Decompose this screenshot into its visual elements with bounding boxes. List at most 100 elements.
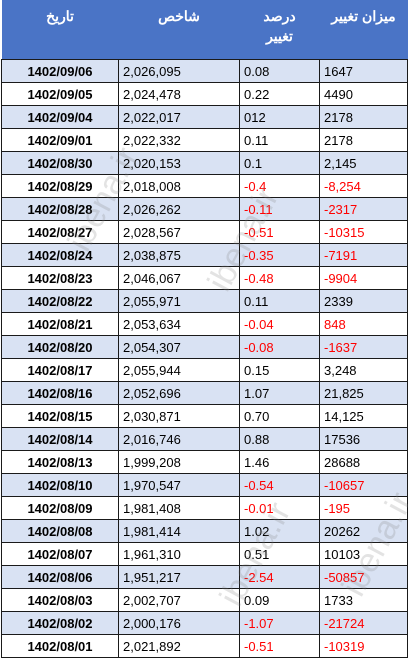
cell-percent: 0.88	[239, 427, 320, 451]
cell-percent: -0.4	[239, 174, 320, 198]
cell-index: 2,038,875	[118, 243, 240, 267]
cell-index: 2,002,707	[118, 588, 240, 612]
cell-percent: -0.48	[239, 266, 320, 290]
cell-change: 2178	[319, 105, 408, 129]
cell-change: -21724	[319, 611, 408, 635]
table-row: 1402/08/07 1,961,310 0.51 10103	[1, 542, 408, 566]
cell-percent: -0.51	[239, 634, 320, 658]
cell-date: 1402/08/21	[1, 312, 119, 336]
cell-percent: -0.01	[239, 496, 320, 520]
cell-change: 17536	[319, 427, 408, 451]
cell-index: 2,055,944	[118, 358, 240, 382]
cell-index: 2,054,307	[118, 335, 240, 359]
cell-date: 1402/08/27	[1, 220, 119, 244]
cell-percent: -0.35	[239, 243, 320, 267]
cell-index: 2,022,017	[118, 105, 240, 129]
cell-date: 1402/08/16	[1, 381, 119, 405]
cell-index: 1,981,414	[118, 519, 240, 543]
cell-percent: 0.51	[239, 542, 320, 566]
table-row: 1402/08/01 2,021,892 -0.51 -10319	[1, 634, 408, 658]
cell-date: 1402/08/03	[1, 588, 119, 612]
cell-change: -195	[319, 496, 408, 520]
cell-date: 1402/08/29	[1, 174, 119, 198]
cell-date: 1402/08/22	[1, 289, 119, 313]
cell-change: 2,145	[319, 151, 408, 175]
cell-date: 1402/08/24	[1, 243, 119, 267]
cell-index: 2,052,696	[118, 381, 240, 405]
cell-date: 1402/08/15	[1, 404, 119, 428]
cell-index: 1,999,208	[118, 450, 240, 474]
table-row: 1402/08/27 2,028,567 -0.51 -10315	[1, 220, 408, 244]
cell-date: 1402/08/28	[1, 197, 119, 221]
table-row: 1402/08/06 1,951,217 -2.54 -50857	[1, 565, 408, 589]
table-row: 1402/08/29 2,018,008 -0.4 -8,254	[1, 174, 408, 198]
table-row: 1402/08/28 2,026,262 -0.11 -2317	[1, 197, 408, 221]
table-row: 1402/08/03 2,002,707 0.09 1733	[1, 588, 408, 612]
table-row: 1402/08/24 2,038,875 -0.35 -7191	[1, 243, 408, 267]
cell-date: 1402/08/14	[1, 427, 119, 451]
cell-change: 20262	[319, 519, 408, 543]
cell-percent: 0.1	[239, 151, 320, 175]
cell-index: 1,951,217	[118, 565, 240, 589]
table-row: 1402/08/30 2,020,153 0.1 2,145	[1, 151, 408, 175]
cell-date: 1402/08/01	[1, 634, 119, 658]
cell-index: 2,018,008	[118, 174, 240, 198]
cell-date: 1402/08/30	[1, 151, 119, 175]
cell-percent: -0.04	[239, 312, 320, 336]
cell-change: 1733	[319, 588, 408, 612]
cell-index: 1,970,547	[118, 473, 240, 497]
cell-percent: 1.07	[239, 381, 320, 405]
cell-date: 1402/08/23	[1, 266, 119, 290]
table-row: 1402/08/14 2,016,746 0.88 17536	[1, 427, 408, 451]
cell-percent: 0.15	[239, 358, 320, 382]
cell-change: 2178	[319, 128, 408, 152]
cell-date: 1402/08/02	[1, 611, 119, 635]
cell-date: 1402/08/09	[1, 496, 119, 520]
cell-index: 2,046,067	[118, 266, 240, 290]
cell-percent: -2.54	[239, 565, 320, 589]
cell-date: 1402/08/06	[1, 565, 119, 589]
table-header: تاریخ شاخص درصد تغییر میزان تغییر	[1, 0, 408, 60]
cell-change: 3,248	[319, 358, 408, 382]
header-percent-line1: درصد	[263, 8, 296, 24]
cell-date: 1402/09/01	[1, 128, 119, 152]
cell-percent: 0.09	[239, 588, 320, 612]
cell-change: -8,254	[319, 174, 408, 198]
cell-index: 1,961,310	[118, 542, 240, 566]
table-row: 1402/08/16 2,052,696 1.07 21,825	[1, 381, 408, 405]
table-row: 1402/08/20 2,054,307 -0.08 -1637	[1, 335, 408, 359]
table-row: 1402/08/23 2,046,067 -0.48 -9904	[1, 266, 408, 290]
cell-index: 2,000,176	[118, 611, 240, 635]
cell-index: 2,022,332	[118, 128, 240, 152]
table-row: 1402/08/02 2,000,176 -1.07 -21724	[1, 611, 408, 635]
cell-change: -10657	[319, 473, 408, 497]
header-percent: درصد تغییر	[239, 0, 320, 60]
cell-index: 2,028,567	[118, 220, 240, 244]
index-table: تاریخ شاخص درصد تغییر میزان تغییر 1402/09…	[1, 0, 408, 658]
table-row: 1402/09/01 2,022,332 0.11 2178	[1, 128, 408, 152]
table-row: 1402/08/10 1,970,547 -0.54 -10657	[1, 473, 408, 497]
cell-percent: 1.46	[239, 450, 320, 474]
cell-change: 1647	[319, 59, 408, 83]
cell-change: 4490	[319, 82, 408, 106]
table-row: 1402/09/04 2,022,017 012 2178	[1, 105, 408, 129]
cell-change: -2317	[319, 197, 408, 221]
table-row: 1402/08/22 2,055,971 0.11 2339	[1, 289, 408, 313]
cell-percent: 0.08	[239, 59, 320, 83]
cell-index: 2,020,153	[118, 151, 240, 175]
cell-change: -1637	[319, 335, 408, 359]
cell-date: 1402/08/13	[1, 450, 119, 474]
cell-date: 1402/08/20	[1, 335, 119, 359]
table-row: 1402/08/08 1,981,414 1.02 20262	[1, 519, 408, 543]
cell-change: 10103	[319, 542, 408, 566]
cell-date: 1402/08/17	[1, 358, 119, 382]
cell-change: -10315	[319, 220, 408, 244]
cell-index: 2,030,871	[118, 404, 240, 428]
cell-change: 14,125	[319, 404, 408, 428]
cell-change: 848	[319, 312, 408, 336]
cell-index: 2,016,746	[118, 427, 240, 451]
table-row: 1402/08/21 2,053,634 -0.04 848	[1, 312, 408, 336]
header-index: شاخص	[118, 0, 240, 60]
cell-change: -10319	[319, 634, 408, 658]
cell-index: 2,026,262	[118, 197, 240, 221]
